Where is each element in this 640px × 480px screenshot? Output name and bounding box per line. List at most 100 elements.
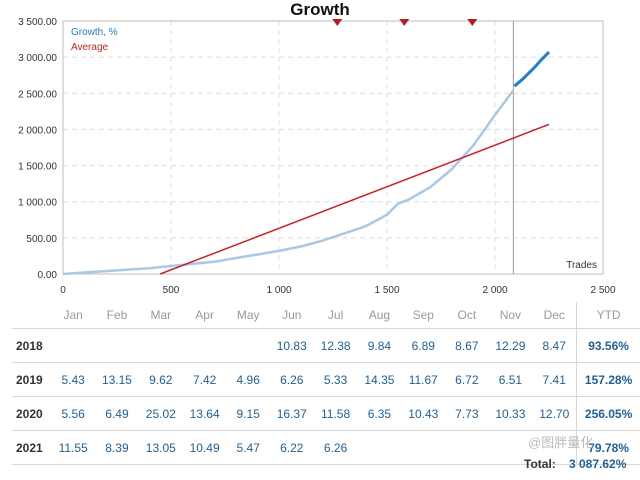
y-tick-label: 2 500.00 [18,89,57,100]
legend-entry: Average [71,42,109,53]
chart-title: Growth [290,0,350,19]
month-value-cell: 14.35 [357,362,402,397]
month-value-cell: 7.41 [532,362,577,397]
month-value-cell: 5.47 [226,430,270,465]
month-value-cell: 6.49 [95,396,139,431]
month-value-cell: 9.15 [226,396,270,431]
month-value-cell: 10.43 [401,396,446,431]
x-tick-label: 1 000 [266,285,291,296]
month-value-cell: 10.83 [269,328,314,363]
month-value-cell: 8.47 [532,328,577,363]
month-value-cell: 6.22 [269,430,314,465]
year-cell: 2018 [12,328,52,363]
ytd-value-cell: 79.78% [576,430,640,465]
ytd-value-cell: 93.56% [576,328,640,363]
table-row: 2019 5.43 13.15 9.62 7.42 4.96 6.26 5.33 14.35 11… [12,362,640,397]
month-value-cell [401,430,446,465]
month-value-cell: 12.70 [532,396,577,431]
month-value-cell [51,328,96,363]
year-header [12,302,52,329]
y-tick-label: 1 000.00 [18,198,57,209]
month-value-cell: 5.33 [313,362,358,397]
month-value-cell: 10.33 [488,396,533,431]
x-tick-label: 2 500 [590,285,615,296]
table-row: 2018 10.83 12.38 9.84 6.89 8.67 12.29 8.47 93.56… [12,328,640,363]
month-header: Jan [51,302,96,329]
y-tick-label: 3 500.00 [18,17,57,28]
month-header: Oct [445,302,489,329]
month-value-cell: 6.51 [488,362,533,397]
growth-chart: 0.00 500.00 1 000.00 1 500.00 2 000.00 2 500.… [18,17,616,296]
table-row: 2020 5.56 6.49 25.02 13.64 9.15 16.37 11.58 6.35… [12,396,640,431]
series-line-2 [159,123,550,275]
series-line-1 [513,51,551,88]
total-value: 3 087.62% [569,457,627,471]
month-value-cell: 12.29 [488,328,533,363]
ytd-header: YTD [576,302,640,329]
x-tick-label: 1 500 [374,285,399,296]
month-value-cell: 7.73 [445,396,489,431]
total-label: Total: [524,457,556,471]
table-row: 2021 11.55 8.39 13.05 10.49 5.47 6.22 6.26 79.78… [12,430,640,465]
month-value-cell: 11.67 [401,362,446,397]
month-value-cell [532,430,577,465]
year-cell: 2019 [12,362,52,397]
month-value-cell: 6.35 [357,396,402,431]
month-header: Dec [532,302,577,329]
month-value-cell: 6.72 [445,362,489,397]
x-tick-label: 0 [60,285,66,296]
month-value-cell [357,430,402,465]
month-value-cell: 6.26 [313,430,358,465]
month-value-cell [445,430,489,465]
y-tick-label: 1 500.00 [18,162,57,173]
month-value-cell [226,328,270,363]
x-axis-label: Trades [566,260,597,271]
month-value-cell [488,430,533,465]
y-tick-label: 0.00 [38,270,58,281]
month-header: Jun [269,302,314,329]
month-header: Aug [357,302,402,329]
y-tick-label: 500.00 [26,234,57,245]
y-tick-label: 3 000.00 [18,53,57,64]
month-header: Mar [138,302,183,329]
month-value-cell: 16.37 [269,396,314,431]
month-value-cell: 8.67 [445,328,489,363]
x-tick-label: 500 [163,285,180,296]
year-cell: 2020 [12,396,52,431]
month-value-cell: 12.38 [313,328,358,363]
x-tick-label: 2 000 [482,285,507,296]
month-value-cell: 6.89 [401,328,446,363]
year-cell: 2021 [12,430,52,465]
month-value-cell: 5.56 [51,396,96,431]
month-value-cell: 13.64 [182,396,227,431]
ytd-value-cell: 157.28% [576,362,640,397]
month-header: May [226,302,270,329]
legend-entry: Growth, % [71,27,118,38]
month-value-cell [95,328,139,363]
month-header: Feb [95,302,139,329]
month-header: Jul [313,302,358,329]
month-value-cell: 25.02 [138,396,183,431]
event-marker-icon [332,19,343,26]
series-line-0 [62,89,515,276]
month-value-cell: 11.55 [51,430,96,465]
month-value-cell: 9.84 [357,328,402,363]
month-value-cell: 8.39 [95,430,139,465]
watermark: @图胖量化 [528,435,594,450]
month-value-cell: 4.96 [226,362,270,397]
month-value-cell: 11.58 [313,396,358,431]
ytd-value-cell: 256.05% [576,396,640,431]
month-header: Apr [182,302,227,329]
month-value-cell [138,328,183,363]
month-header: Nov [488,302,533,329]
month-header: Sep [401,302,446,329]
month-value-cell: 5.43 [51,362,96,397]
month-value-cell: 13.05 [138,430,183,465]
month-value-cell [182,328,227,363]
event-marker-icon [399,19,410,26]
month-value-cell: 9.62 [138,362,183,397]
y-tick-label: 2 000.00 [18,125,57,136]
month-value-cell: 6.26 [269,362,314,397]
month-value-cell: 10.49 [182,430,227,465]
month-value-cell: 13.15 [95,362,139,397]
